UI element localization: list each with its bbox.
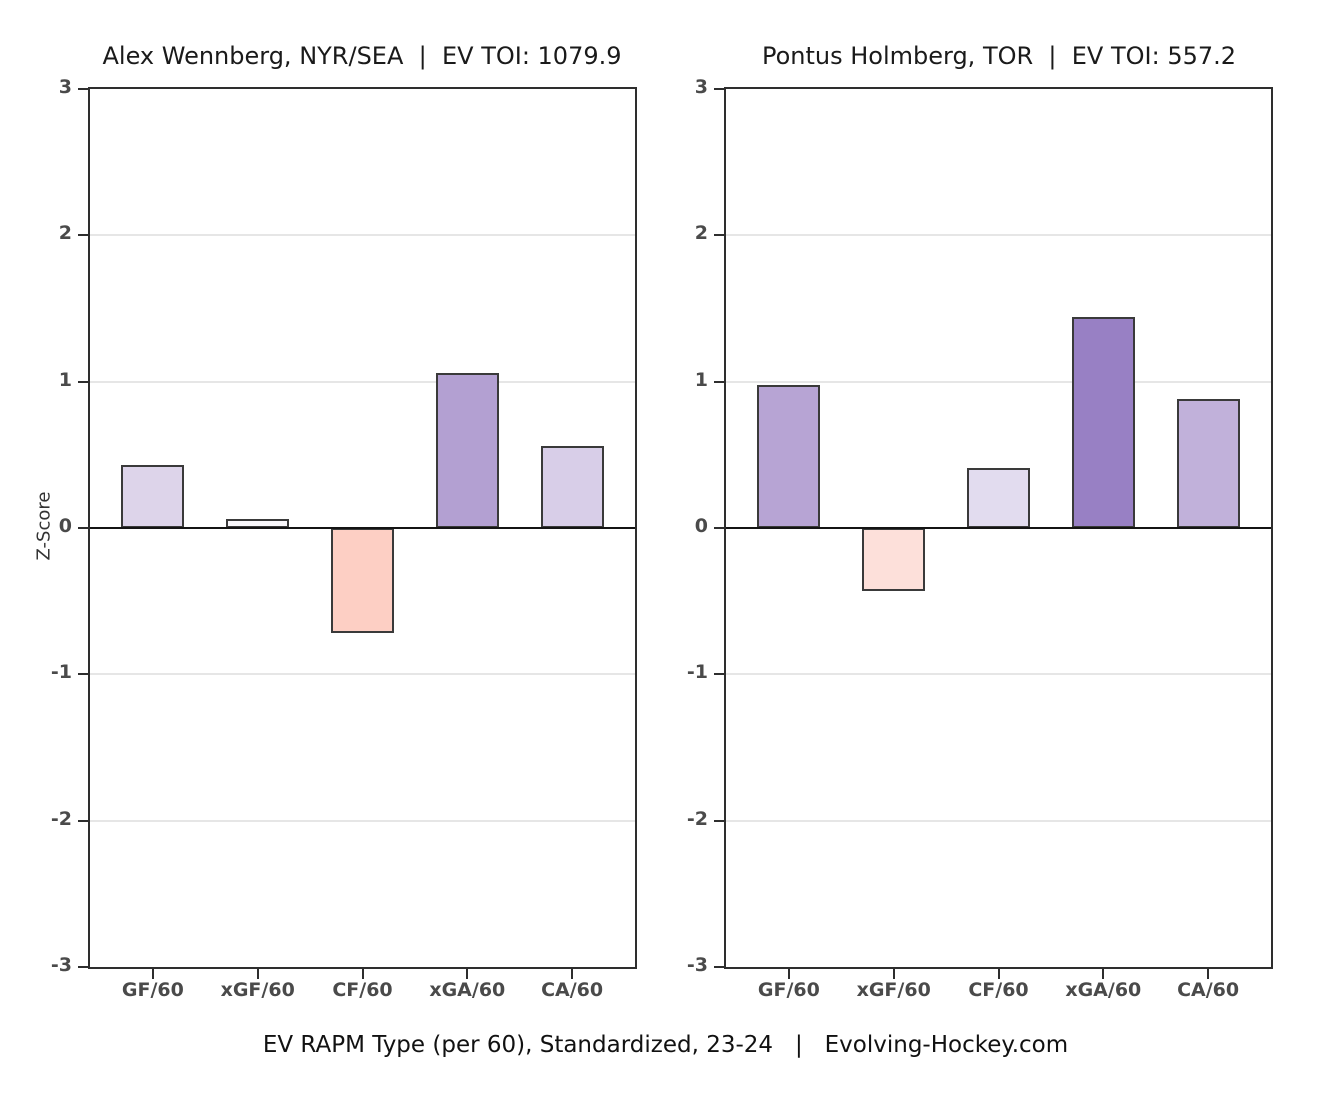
y-tick-label-3: 3 [58, 76, 72, 98]
bar-CF/60 [331, 528, 394, 634]
y-tick-label-0: 0 [58, 515, 72, 537]
bar-CA/60 [1176, 399, 1240, 528]
gridline-y2 [90, 234, 635, 237]
y-tick-label--1: -1 [686, 661, 708, 684]
y-tick--3 [714, 966, 724, 968]
y-tick--2 [714, 819, 724, 822]
gridline-y1 [90, 380, 635, 383]
y-tick--3 [78, 966, 88, 968]
y-tick-label--3: -3 [686, 954, 708, 976]
y-tick-label--1: -1 [50, 661, 72, 684]
x-tick-CA/60 [1207, 969, 1210, 979]
x-tick-xGF/60 [892, 969, 895, 979]
y-tick--1 [714, 673, 724, 676]
y-tick-label--3: -3 [50, 954, 72, 976]
y-tick-label-2: 2 [58, 222, 72, 245]
y-tick-label-1: 1 [694, 368, 708, 391]
x-tick-label-CA/60: CA/60 [1177, 979, 1240, 1001]
y-tick-label-1: 1 [58, 368, 72, 391]
chart-title-left: Alex Wennberg, NYR/SEA | EV TOI: 1079.9 [102, 42, 622, 70]
gridline-y-2 [90, 819, 635, 822]
figure-caption: EV RAPM Type (per 60), Standardized, 23-… [262, 1032, 1069, 1058]
y-tick-0 [714, 527, 724, 529]
y-tick--2 [78, 819, 88, 822]
gridline-y-2 [726, 819, 1271, 822]
y-tick-label--2: -2 [50, 807, 72, 830]
y-tick-label-2: 2 [694, 222, 708, 245]
y-tick-2 [714, 234, 724, 237]
bar-xGA/60 [435, 372, 499, 528]
x-tick-label-xGF/60: xGF/60 [856, 979, 931, 1001]
chart-title-right: Pontus Holmberg, TOR | EV TOI: 557.2 [761, 42, 1237, 70]
y-tick-0 [78, 527, 88, 529]
chart-panel-holmberg: 3 2 1 0 -1 -2 -3 GF/60 xGF/60 CF/60 xGA/60 CA/60 [687, 76, 1273, 1001]
y-tick-1 [714, 380, 724, 383]
gridline-y1 [726, 380, 1271, 383]
y-tick-label--2: -2 [686, 807, 708, 830]
x-tick-CA/60 [571, 969, 574, 979]
bar-CA/60 [540, 446, 604, 528]
bar-xGF/60 [862, 528, 926, 591]
bar-CF/60 [967, 468, 1030, 528]
x-tick-label-xGF/60: xGF/60 [220, 979, 295, 1001]
zero-line [726, 527, 1271, 529]
y-tick-3 [714, 88, 724, 90]
y-tick-2 [78, 234, 88, 237]
y-tick--1 [78, 673, 88, 676]
x-tick-label-CF/60: CF/60 [968, 979, 1029, 1001]
left-title-clip-region: Alex Wennberg, NYR/SEA | EV TOI: 1079.9 [0, 40, 666, 78]
x-tick-label-xGA/60: xGA/60 [429, 979, 506, 1001]
x-tick-GF/60 [151, 969, 154, 979]
y-tick-label-0: 0 [694, 515, 708, 537]
x-tick-label-CF/60: CF/60 [332, 979, 393, 1001]
x-tick-xGA/60 [466, 969, 469, 979]
y-tick-label-3: 3 [694, 76, 708, 98]
x-tick-label-GF/60: GF/60 [757, 979, 820, 1001]
x-tick-label-GF/60: GF/60 [121, 979, 184, 1001]
x-tick-label-xGA/60: xGA/60 [1065, 979, 1142, 1001]
x-tick-CF/60 [361, 969, 364, 979]
x-tick-xGA/60 [1102, 969, 1105, 979]
x-tick-xGF/60 [256, 969, 259, 979]
chart-panel-wennberg: 3 2 1 0 -1 -2 -3 GF/60 xGF/60 CF/60 xGA/60 CA/60 [51, 76, 637, 1001]
x-tick-GF/60 [787, 969, 790, 979]
y-tick-3 [78, 88, 88, 90]
gridline-y2 [726, 234, 1271, 237]
gridline-y-1 [726, 673, 1271, 676]
bar-GF/60 [121, 465, 185, 528]
x-tick-label-CA/60: CA/60 [541, 979, 604, 1001]
gridline-y-1 [90, 673, 635, 676]
zero-line [90, 527, 635, 529]
y-tick-1 [78, 380, 88, 383]
bar-GF/60 [757, 384, 821, 528]
bar-xGA/60 [1071, 317, 1135, 528]
x-tick-CF/60 [997, 969, 1000, 979]
